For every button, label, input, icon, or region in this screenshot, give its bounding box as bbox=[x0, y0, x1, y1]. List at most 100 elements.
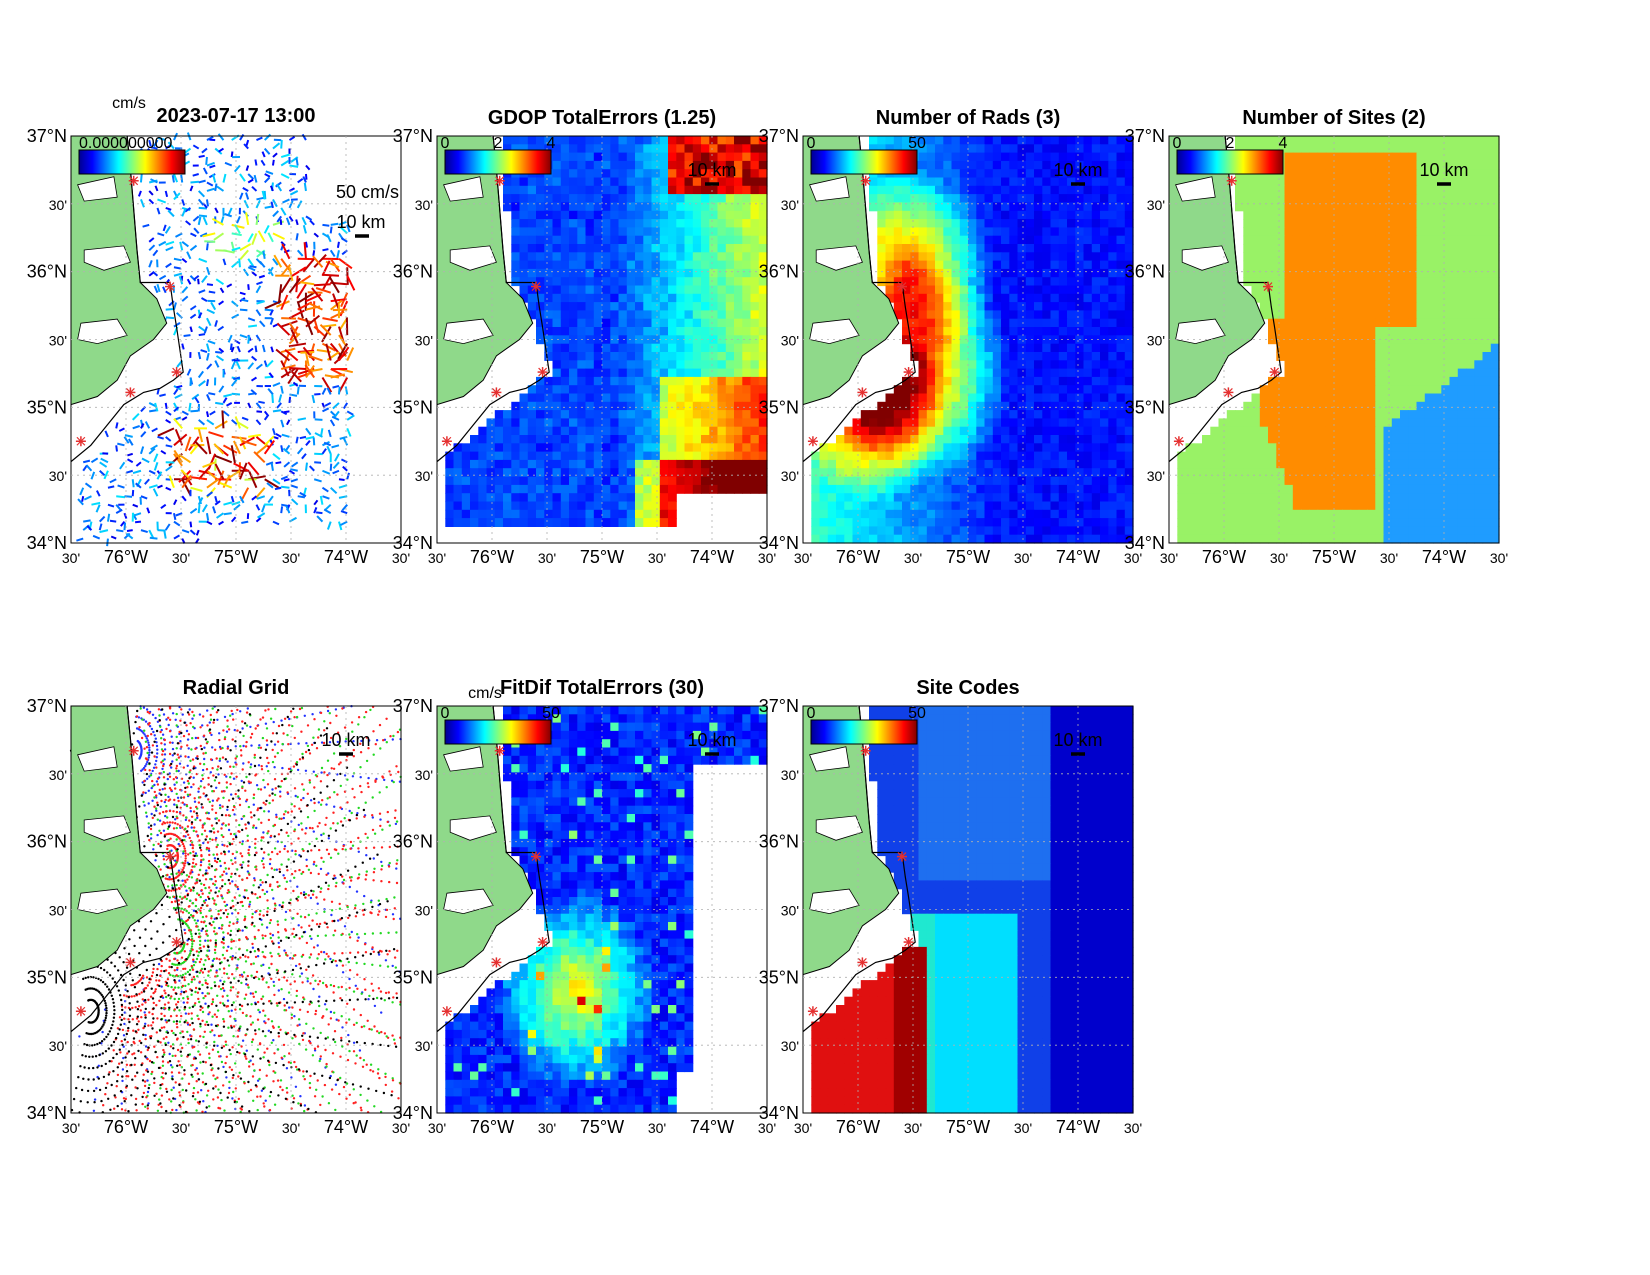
current-vector bbox=[191, 393, 200, 401]
heat-cell bbox=[618, 160, 628, 170]
heat-cell bbox=[1375, 293, 1385, 303]
heat-cell bbox=[943, 194, 953, 203]
heat-cell bbox=[1124, 160, 1134, 170]
heat-cell bbox=[734, 185, 743, 195]
current-vector bbox=[251, 271, 258, 277]
current-vector bbox=[289, 164, 299, 168]
heat-cell bbox=[610, 252, 620, 262]
heat-cell bbox=[1309, 152, 1319, 162]
heat-cell bbox=[1042, 443, 1052, 453]
heat-cell bbox=[1116, 202, 1126, 212]
heat-cell bbox=[1124, 376, 1134, 386]
heat-cell bbox=[635, 393, 644, 403]
heat-cell bbox=[1124, 285, 1134, 295]
heat-cell bbox=[618, 426, 628, 436]
heat-cell bbox=[1466, 268, 1475, 278]
current-vector bbox=[197, 198, 205, 206]
heat-cell bbox=[1416, 302, 1426, 311]
heat-cell bbox=[1009, 385, 1019, 395]
heat-cell bbox=[659, 376, 669, 386]
heat-cell bbox=[643, 252, 653, 262]
heat-cell bbox=[1251, 235, 1261, 245]
current-vector bbox=[341, 249, 348, 256]
heat-cell bbox=[692, 385, 702, 395]
heat-cell bbox=[709, 385, 719, 395]
heat-cell bbox=[626, 426, 636, 436]
heat-cell bbox=[626, 484, 636, 494]
colorbar bbox=[78, 149, 186, 175]
heat-cell bbox=[811, 534, 821, 544]
heat-cell bbox=[470, 493, 479, 503]
current-vector bbox=[181, 295, 189, 302]
heat-cell bbox=[1342, 302, 1352, 311]
heat-cell bbox=[635, 302, 644, 311]
heat-cell bbox=[684, 368, 694, 378]
radar-site-marker bbox=[897, 281, 907, 292]
heat-cell bbox=[1408, 277, 1418, 287]
heat-cell bbox=[758, 426, 768, 436]
heat-cell bbox=[1050, 285, 1060, 295]
heat-cell bbox=[742, 210, 752, 220]
heat-cell bbox=[577, 376, 587, 386]
heat-cell bbox=[951, 252, 961, 262]
heat-cell bbox=[577, 443, 587, 453]
heat-cell bbox=[1017, 410, 1027, 419]
heat-cell bbox=[742, 244, 752, 253]
heat-cell bbox=[1433, 352, 1442, 361]
heat-cell bbox=[527, 202, 537, 212]
heat-cell bbox=[1100, 376, 1109, 386]
heat-cell bbox=[1367, 260, 1376, 270]
heat-cell bbox=[610, 227, 620, 237]
lat-tick-label: 35°N bbox=[27, 397, 67, 417]
heat-cell bbox=[478, 426, 488, 436]
heat-cell bbox=[643, 285, 653, 295]
heat-cell bbox=[1449, 185, 1459, 195]
heat-cell bbox=[811, 526, 821, 536]
heat-cell bbox=[725, 169, 735, 179]
heat-cell bbox=[1449, 318, 1459, 328]
heat-cell bbox=[1124, 227, 1134, 237]
heat-cell bbox=[668, 177, 677, 187]
heat-cell bbox=[626, 468, 636, 478]
heat-cell bbox=[1001, 443, 1010, 453]
heat-cell bbox=[1292, 252, 1302, 262]
current-vector bbox=[322, 469, 331, 475]
current-vector bbox=[336, 241, 340, 248]
current-vector bbox=[322, 407, 330, 413]
current-vector bbox=[202, 216, 208, 226]
current-vector bbox=[222, 397, 228, 404]
heat-cell bbox=[593, 152, 603, 162]
heat-cell bbox=[1482, 343, 1492, 353]
heat-cell bbox=[626, 169, 636, 179]
current-vector bbox=[157, 427, 175, 437]
heat-cell bbox=[750, 476, 760, 486]
heat-cell bbox=[951, 526, 961, 536]
heat-cell bbox=[750, 435, 760, 444]
heat-cell bbox=[676, 401, 686, 411]
heat-cell bbox=[1025, 202, 1035, 212]
heat-cell bbox=[893, 244, 903, 253]
heat-cell bbox=[1309, 244, 1319, 253]
heat-cell bbox=[1083, 136, 1093, 145]
current-vector bbox=[148, 198, 155, 205]
heat-cell bbox=[1075, 318, 1085, 328]
heat-cell bbox=[577, 144, 587, 154]
heat-cell bbox=[935, 459, 944, 469]
heat-cell bbox=[959, 368, 969, 378]
heat-cell bbox=[659, 302, 669, 311]
heat-cell bbox=[519, 518, 529, 527]
current-vector bbox=[251, 355, 258, 362]
heat-cell bbox=[918, 310, 928, 320]
current-vector bbox=[242, 268, 250, 277]
heat-cell bbox=[902, 451, 911, 461]
heat-cell bbox=[569, 343, 578, 353]
heat-cell bbox=[1400, 343, 1409, 353]
heat-cell bbox=[877, 476, 887, 486]
heat-cell bbox=[1075, 293, 1085, 303]
current-vector bbox=[323, 441, 332, 447]
current-vector bbox=[188, 402, 192, 412]
heat-cell bbox=[635, 360, 644, 370]
heat-cell bbox=[750, 268, 760, 278]
heat-cell bbox=[893, 385, 903, 395]
heat-cell bbox=[1009, 327, 1019, 336]
